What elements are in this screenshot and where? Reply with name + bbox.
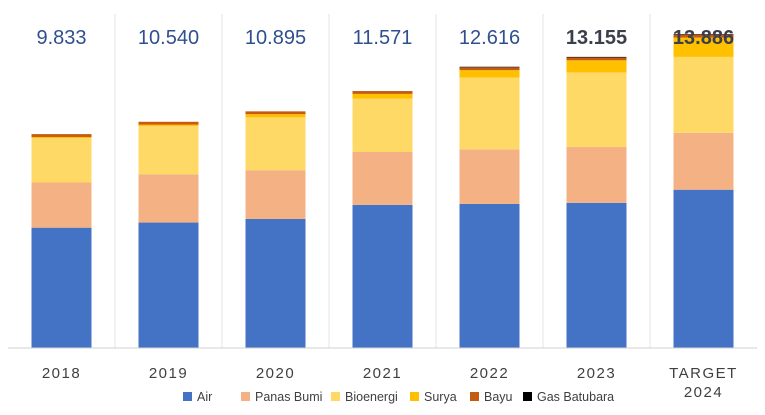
x-tick-labels: 2018 2019 2020 2021 2022 2023 TARGET 2024 (42, 365, 738, 401)
bar-stacks (31, 34, 734, 348)
bar-segment (245, 111, 306, 115)
legend-item: Panas Bumi (241, 390, 322, 404)
bar-stack (31, 134, 92, 348)
x-tick-label: 2023 (577, 365, 616, 382)
bar-segment (352, 91, 413, 94)
category-separators (114, 14, 651, 348)
bar-segment (673, 189, 734, 348)
x-tick-line: 2021 (363, 365, 402, 382)
legend: Air Panas Bumi Bioenergi Surya Bayu Gas Batub… (183, 390, 614, 404)
legend-label: Gas Batubara (537, 390, 614, 404)
bar-segment (459, 66, 520, 68)
bar-segment (566, 72, 627, 148)
total-label: 10.895 (245, 27, 306, 49)
bar-segment (459, 77, 520, 150)
x-tick-line: 2024 (684, 384, 723, 401)
x-tick-label: 2021 (363, 365, 402, 382)
total-label: 12.616 (459, 27, 520, 49)
bar-segment (459, 149, 520, 204)
bar-segment (31, 227, 92, 348)
bar-segment (566, 57, 627, 61)
legend-label: Air (197, 390, 212, 404)
bar-segment (138, 124, 199, 126)
total-label: 9.833 (36, 27, 86, 49)
bar-segment (31, 138, 92, 183)
x-tick-line: 2018 (42, 365, 81, 382)
bar-segment (459, 203, 520, 348)
bar-stack (352, 91, 413, 348)
legend-label: Panas Bumi (255, 390, 322, 404)
x-tick-line: 2022 (470, 365, 509, 382)
bar-segment (566, 56, 627, 58)
legend-label: Surya (424, 390, 457, 404)
x-tick-line: 2019 (149, 365, 188, 382)
legend-swatch (523, 392, 532, 401)
legend-item: Bayu (470, 390, 513, 404)
legend-item: Gas Batubara (523, 390, 614, 404)
bar-segment (138, 121, 199, 125)
bar-stack (245, 111, 306, 348)
x-tick-label: 2018 (42, 365, 81, 382)
legend-swatch (241, 392, 250, 401)
bar-segment (245, 114, 306, 118)
bar-segment (352, 93, 413, 99)
bar-segment (138, 174, 199, 223)
bar-segment (245, 170, 306, 219)
bar-segment (673, 34, 734, 38)
bar-stack (566, 56, 627, 348)
bar-segment (245, 117, 306, 171)
bar-segment (673, 37, 734, 57)
bar-segment (31, 182, 92, 228)
bar-segment (459, 67, 520, 71)
bar-segment (31, 136, 92, 139)
bar-segment (673, 56, 734, 133)
legend-swatch (470, 392, 479, 401)
legend-item: Air (183, 390, 212, 404)
legend-swatch (331, 392, 340, 401)
bar-stack (138, 121, 199, 348)
bar-stack (673, 34, 734, 348)
x-tick-label: 2020 (256, 365, 295, 382)
bar-segment (352, 98, 413, 152)
total-labels: 9.833 10.540 10.895 11.571 12.616 13.155 13.88… (36, 27, 734, 49)
total-label: 13.155 (566, 27, 627, 49)
legend-label: Bioenergi (345, 390, 398, 404)
x-tick-line: TARGET (669, 365, 738, 382)
bar-segment (566, 60, 627, 73)
legend-item: Surya (410, 390, 457, 404)
bar-segment (245, 218, 306, 348)
bar-segment (673, 132, 734, 190)
legend-item: Bioenergi (331, 390, 398, 404)
bar-segment (352, 151, 413, 205)
bar-segment (566, 147, 627, 203)
total-label: 11.571 (353, 27, 413, 49)
legend-swatch (183, 392, 192, 401)
legend-swatch (410, 392, 419, 401)
x-tick-line: 2020 (256, 365, 295, 382)
total-label: 10.540 (138, 27, 199, 49)
total-label: 13.886 (673, 27, 734, 49)
x-tick-line: 2023 (577, 365, 616, 382)
bar-segment (138, 125, 199, 175)
bar-segment (566, 202, 627, 348)
bar-segment (352, 204, 413, 348)
legend-label: Bayu (484, 390, 513, 404)
bar-segment (459, 70, 520, 78)
x-tick-label: TARGET 2024 (669, 365, 738, 401)
bar-segment (138, 222, 199, 348)
bar-stack (459, 66, 520, 348)
x-tick-label: 2022 (470, 365, 509, 382)
bar-segment (673, 34, 734, 35)
x-tick-label: 2019 (149, 365, 188, 382)
bar-segment (31, 134, 92, 137)
